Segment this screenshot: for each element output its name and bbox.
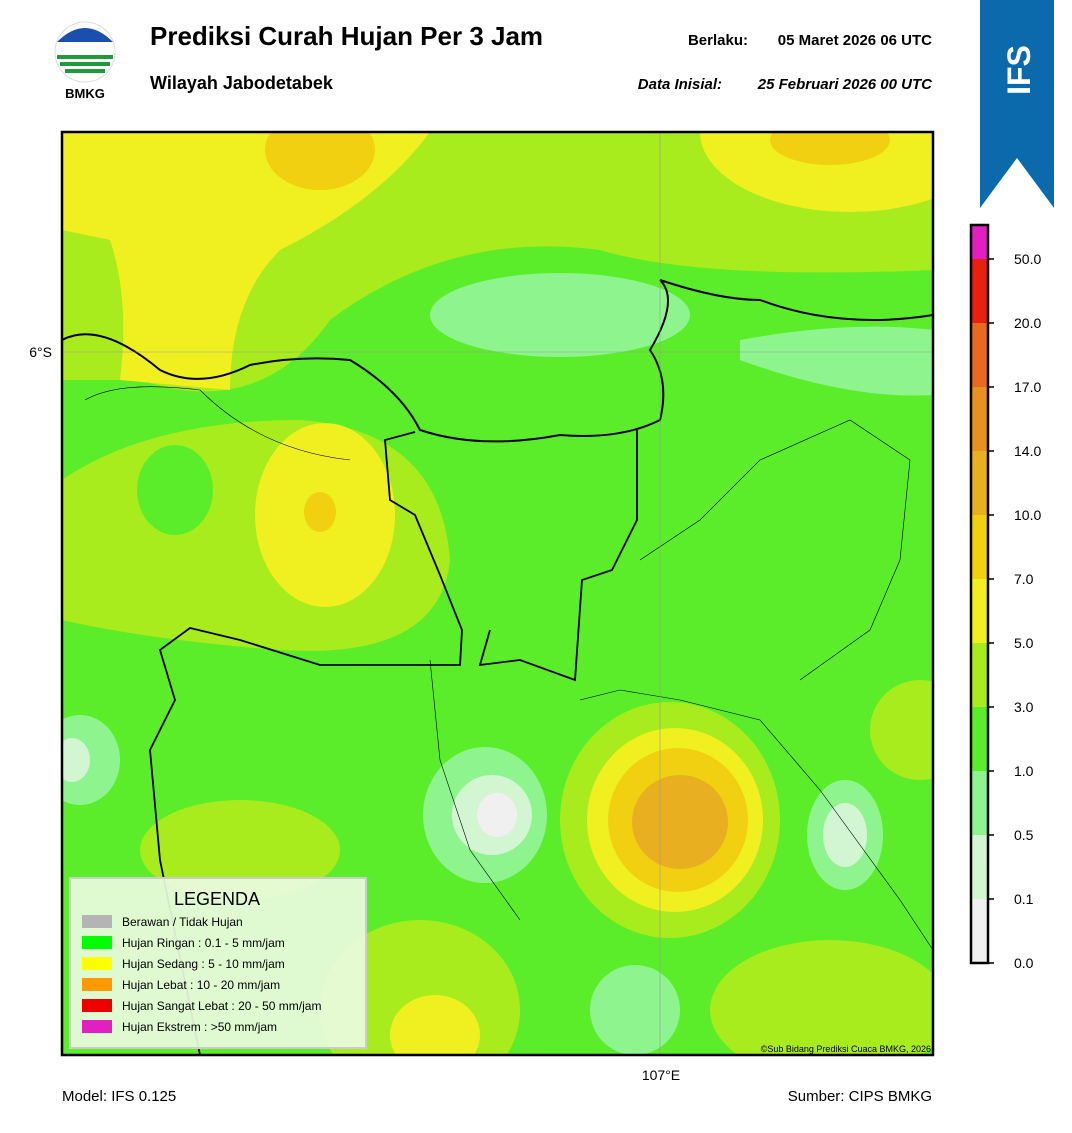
- model: Model: IFS 0.125: [62, 1088, 176, 1105]
- legend-label: Hujan Sedang : 5 - 10 mm/jam: [122, 957, 285, 971]
- colorbar-tick-label: 1.0: [1014, 763, 1034, 779]
- legend-label: Hujan Ringan : 0.1 - 5 mm/jam: [122, 936, 285, 950]
- valid-time: 05 Maret 2026 06 UTC: [778, 32, 932, 49]
- lat-label: 6°S: [29, 344, 52, 360]
- init-time: 25 Februari 2026 00 UTC: [757, 76, 933, 93]
- colorbar-segment: [971, 707, 988, 771]
- colorbar-tick-label: 14.0: [1014, 443, 1041, 459]
- logo: BMKG: [54, 21, 116, 101]
- colorbar-tick-label: 50.0: [1014, 251, 1041, 267]
- colorbar-segment: [971, 323, 988, 387]
- valid-label: Berlaku:: [688, 32, 748, 49]
- title: Prediksi Curah Hujan Per 3 Jam: [150, 21, 543, 51]
- badge-text: IFS: [1001, 45, 1037, 95]
- colorbar-segment: [971, 515, 988, 579]
- legend-label: Hujan Lebat : 10 - 20 mm/jam: [122, 978, 280, 992]
- colorbar-tick-label: 0.0: [1014, 955, 1034, 971]
- lon-label: 107°E: [642, 1067, 680, 1083]
- colorbar-segment: [971, 835, 988, 899]
- legend-title: LEGENDA: [174, 889, 260, 909]
- legend-swatch: [82, 1020, 112, 1033]
- source: Sumber: CIPS BMKG: [788, 1088, 932, 1105]
- logo-text: BMKG: [65, 86, 105, 101]
- legend-swatch: [82, 978, 112, 991]
- colorbar-segment: [971, 259, 988, 323]
- colorbar-segment: [971, 387, 988, 451]
- badge: [980, 0, 1054, 208]
- colorbar-segment: [971, 899, 988, 963]
- legend: LEGENDA Berawan / Tidak Hujan Hujan Ringa…: [69, 877, 367, 1049]
- colorbar-tick-label: 5.0: [1014, 635, 1034, 651]
- legend-swatch: [82, 957, 112, 970]
- colorbar-tick-label: 0.1: [1014, 891, 1034, 907]
- subtitle: Wilayah Jabodetabek: [150, 73, 334, 93]
- colorbar-frame: [969, 223, 990, 965]
- colorbar-tick-label: 10.0: [1014, 507, 1041, 523]
- legend-swatch: [82, 936, 112, 949]
- credit: ©Sub Bidang Prediksi Cuaca BMKG, 2026: [761, 1044, 931, 1054]
- colorbar-tick-label: 3.0: [1014, 699, 1034, 715]
- colorbar-tick-label: 7.0: [1014, 571, 1034, 587]
- colorbar-segment: [971, 451, 988, 515]
- colorbar-segment: [971, 643, 988, 707]
- legend-swatch: [82, 999, 112, 1012]
- legend-label: Berawan / Tidak Hujan: [122, 915, 243, 929]
- colorbar-segment: [971, 225, 988, 259]
- colorbar: 0.0 0.1 0.5 1.0 3.0 5.0 7.0 10.0 14.0 17.0 20.0 50.…: [969, 223, 1041, 971]
- colorbar-tick-label: 20.0: [1014, 315, 1041, 331]
- legend-swatch: [82, 915, 112, 928]
- colorbar-tick-label: 0.5: [1014, 827, 1034, 843]
- legend-label: Hujan Ekstrem : >50 mm/jam: [122, 1020, 277, 1034]
- map: [62, 132, 933, 1055]
- colorbar-segment: [971, 771, 988, 835]
- map-frame: [60, 130, 935, 1057]
- init-label: Data Inisial:: [638, 76, 722, 93]
- colorbar-segment: [971, 579, 988, 643]
- legend-label: Hujan Sangat Lebat : 20 - 50 mm/jam: [122, 999, 321, 1013]
- colorbar-tick-label: 17.0: [1014, 379, 1041, 395]
